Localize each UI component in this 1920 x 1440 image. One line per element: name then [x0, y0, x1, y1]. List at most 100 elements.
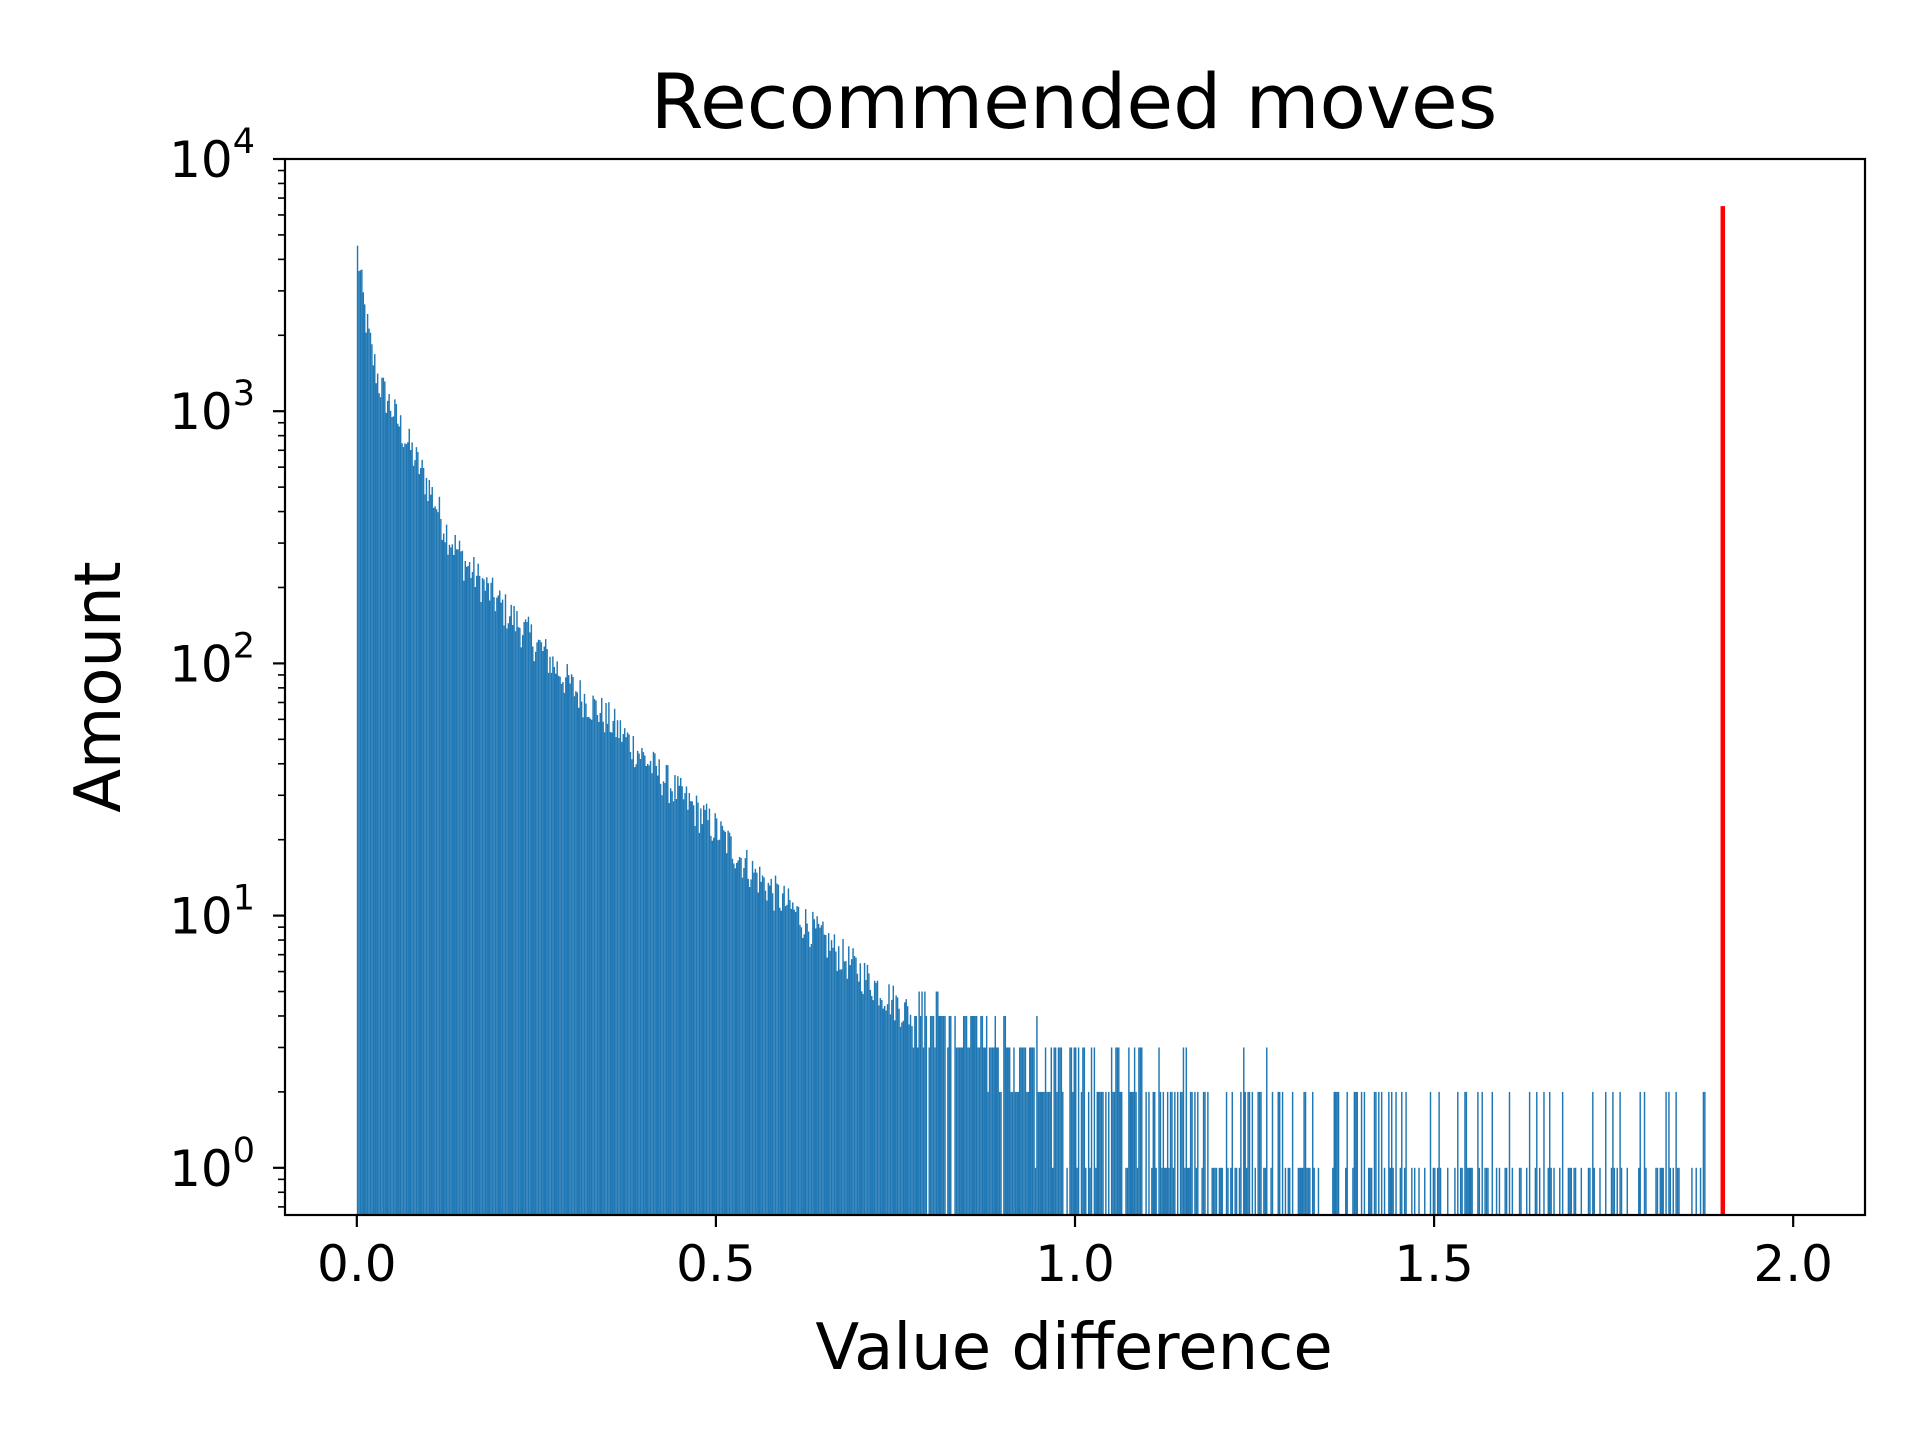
histogram-bar [1113, 1091, 1116, 1215]
histogram-bar [707, 820, 709, 1215]
histogram-bar [1202, 1091, 1205, 1215]
histogram-bar [958, 1047, 961, 1215]
histogram-bar [504, 594, 507, 1215]
histogram-bar [780, 910, 782, 1215]
histogram-bar [493, 597, 495, 1215]
histogram-bar [1307, 1167, 1310, 1215]
histogram-bar [467, 566, 469, 1215]
histogram-bar [418, 474, 421, 1215]
histogram-bar [471, 571, 474, 1215]
histogram-bar [677, 776, 679, 1215]
histogram-bar [1257, 1091, 1259, 1215]
histogram-bar [1436, 1167, 1439, 1215]
histogram-bar [1021, 1047, 1024, 1215]
histogram-bar [908, 1024, 910, 1215]
histogram-bar [1044, 1047, 1047, 1215]
histogram-bar [645, 765, 647, 1215]
histogram-bar [1172, 1167, 1175, 1215]
histogram-bar [871, 995, 873, 1215]
histogram-bar [421, 459, 423, 1216]
histogram-bar [769, 885, 771, 1215]
histogram-bar [391, 417, 393, 1215]
histogram-bar [616, 720, 619, 1215]
histogram-bar [1477, 1091, 1479, 1215]
histogram-bar [1301, 1167, 1304, 1215]
histogram-bar [621, 741, 623, 1215]
histogram-bar [1240, 1091, 1242, 1215]
histogram-bar [513, 605, 515, 1215]
histogram-bar [626, 732, 629, 1215]
histogram-bar [1526, 1167, 1528, 1215]
histogram-bar [1155, 1167, 1157, 1215]
histogram-bar [939, 1015, 942, 1215]
histogram-bar [964, 1015, 966, 1215]
histogram-bar [674, 775, 676, 1215]
histogram-bar [1332, 1167, 1334, 1215]
histogram-bar [797, 906, 800, 1215]
histogram-bar [465, 566, 468, 1215]
histogram-bar [474, 586, 477, 1215]
histogram-bar [1054, 1047, 1057, 1215]
histogram-bar [582, 717, 584, 1215]
histogram-bar [1211, 1167, 1213, 1215]
histogram-bar [1133, 1047, 1136, 1215]
histogram-bar [618, 738, 620, 1215]
histogram-bar [1195, 1167, 1198, 1215]
histogram-bar [1567, 1167, 1570, 1215]
histogram-bar [1110, 1047, 1113, 1215]
histogram-bar [981, 1015, 984, 1215]
histogram-bar [430, 494, 432, 1215]
histogram-bar [1360, 1091, 1363, 1215]
histogram-bar [1655, 1167, 1657, 1215]
histogram-bar [1346, 1091, 1348, 1215]
histogram-bar [1543, 1091, 1545, 1215]
histogram-bar [445, 524, 448, 1215]
histogram-bar [1264, 1167, 1267, 1215]
histogram-bar [971, 1015, 974, 1215]
histogram-bar [1148, 1091, 1150, 1215]
histogram-bar [892, 985, 895, 1215]
histogram-bar [649, 760, 652, 1215]
histogram-bar [415, 447, 418, 1215]
y-tick-label: 100 [169, 1131, 255, 1198]
histogram-bar [771, 893, 774, 1215]
histogram-bar [1097, 1091, 1100, 1215]
histogram-bar [723, 830, 725, 1215]
histogram-bar [776, 883, 778, 1215]
histogram-bar [1559, 1167, 1561, 1215]
histogram-bar [427, 501, 429, 1215]
histogram-bar [708, 808, 711, 1215]
histogram-bar [1099, 1091, 1101, 1215]
histogram-bar [764, 890, 767, 1215]
histogram-bar [1120, 1091, 1123, 1215]
histogram-bar [1215, 1167, 1218, 1215]
histogram-bar [896, 997, 899, 1215]
histogram-bar [1498, 1167, 1501, 1215]
chart-title: Recommended moves [651, 57, 1498, 146]
histogram-bar [1383, 1167, 1386, 1215]
histogram-bar [503, 625, 505, 1215]
histogram-bar [659, 783, 662, 1215]
histogram-bar [684, 793, 686, 1215]
histogram-bar [447, 554, 449, 1215]
histogram-bar [389, 410, 392, 1216]
histogram-bar [651, 773, 653, 1215]
histogram-bar [1231, 1091, 1233, 1215]
histogram-bar [705, 803, 708, 1215]
histogram-bar [914, 1015, 916, 1215]
histogram-bar [1392, 1167, 1394, 1215]
histogram-bar [868, 973, 870, 1215]
histogram-bar [572, 676, 574, 1215]
histogram-bar [1053, 1047, 1055, 1215]
x-tick-label: 2.0 [1753, 1235, 1833, 1293]
histogram-bar [1511, 1167, 1514, 1215]
histogram-bar [1245, 1167, 1248, 1215]
histogram-bar [728, 832, 731, 1215]
histogram-bar [918, 991, 920, 1215]
histogram-bar [635, 764, 637, 1215]
histogram-bar [970, 1015, 972, 1215]
histogram-bar [760, 881, 762, 1215]
histogram-bar [720, 821, 722, 1215]
histogram-bar [1204, 1091, 1206, 1215]
histogram-bar [361, 269, 363, 1215]
